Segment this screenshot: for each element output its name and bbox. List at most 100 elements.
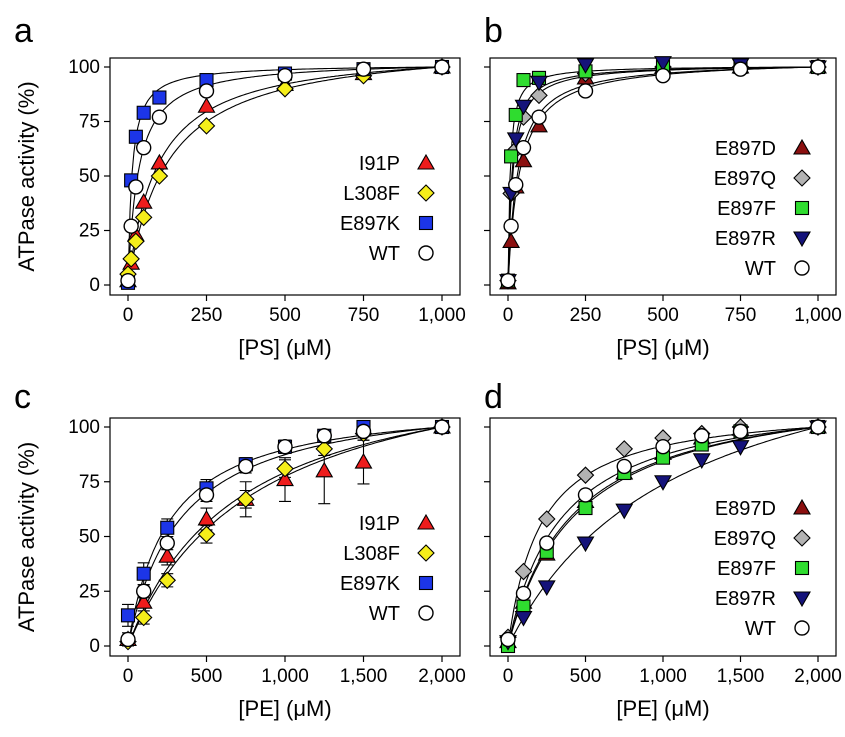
legend-marker-e897q (793, 169, 811, 187)
y-tick-label: 100 (68, 57, 100, 78)
chart-panel-a: 0 250 500 750 1,000 0 25 50 75 100 [PS] (μM) ATPase… (14, 57, 466, 360)
legend-label-wt: WT (369, 243, 400, 265)
data-point-i91p (197, 97, 216, 113)
y-tick-label: 50 (79, 166, 100, 187)
x-tick-label: 500 (570, 666, 602, 687)
y-tick-label: 25 (79, 581, 100, 602)
data-point-e897d (530, 116, 548, 133)
legend-marker-e897d (793, 498, 811, 515)
data-point-e897r (514, 99, 533, 116)
fit-curve (127, 426, 443, 647)
data-point-i91p (315, 461, 334, 478)
data-point-wt (503, 218, 519, 234)
data-point-wt (732, 423, 749, 440)
x-tick-label: 1,000 (794, 305, 842, 326)
x-tick-label: 250 (191, 305, 223, 326)
legend-marker-i91p (417, 153, 435, 170)
x-tick-label: 0 (503, 666, 514, 687)
data-point-wt (198, 487, 215, 503)
x-axis-label: [PS] (μM) (238, 335, 331, 360)
data-point-e897f (578, 500, 593, 516)
data-point-i91p (276, 470, 294, 487)
data-point-e897q (530, 86, 548, 105)
y-axis-label: ATPase activity (%) (14, 81, 39, 271)
data-point-l308f (158, 571, 177, 590)
chart-panel-d: 0 500 1,000 1,500 2,000 [PE] (μM) E897D E897Q E8… (484, 417, 842, 721)
y-axis-label: ATPase activity (%) (14, 442, 39, 632)
data-point-wt (316, 428, 332, 444)
legend-label-wt: WT (745, 258, 776, 280)
data-point-e897k (136, 105, 151, 120)
x-tick-label: 0 (123, 305, 134, 326)
data-point-e897q (514, 562, 533, 581)
data-point-l308f (134, 208, 153, 227)
data-point-wt (810, 59, 826, 75)
data-point-wt (577, 83, 594, 99)
y-tick-label: 100 (68, 417, 100, 438)
legend-marker-e897f (794, 560, 810, 576)
legend-label-l308f: L308F (343, 543, 400, 565)
legend-marker-l308f (417, 544, 435, 562)
data-point-wt (577, 487, 594, 503)
data-point-wt (515, 585, 532, 602)
legend-label-e897d: E897D (715, 138, 776, 160)
y-tick-label: 75 (79, 112, 100, 133)
x-tick-label: 0 (503, 305, 514, 326)
legend-marker-wt (794, 260, 810, 276)
data-point-e897k (120, 608, 136, 623)
legend-label-e897q: E897Q (714, 168, 776, 190)
data-point-l308f (134, 608, 153, 627)
data-point-e897d (514, 151, 533, 168)
legend-label-e897k: E897K (340, 573, 401, 595)
data-point-wt (616, 458, 632, 475)
legend-marker-e897r (793, 591, 811, 608)
legend-label-e897f: E897F (717, 558, 776, 580)
data-point-e897r (654, 475, 672, 491)
data-point-wt (159, 535, 175, 551)
data-point-e897r (530, 75, 548, 92)
data-point-e897q (576, 466, 595, 484)
legend-marker-e897d (793, 138, 811, 155)
x-axis-label: [PS] (μM) (616, 335, 709, 360)
data-point-i91p (150, 153, 169, 170)
legend-label-e897r: E897R (715, 228, 776, 250)
data-point-wt (151, 109, 168, 125)
legend-label-wt: WT (369, 603, 400, 625)
data-point-i91p (134, 193, 153, 209)
legend-label-i91p: I91P (359, 153, 400, 175)
data-point-wt (810, 419, 826, 435)
data-point-e897k (128, 129, 143, 144)
x-tick-label: 500 (191, 666, 223, 687)
panel-label-c: c (14, 378, 31, 416)
legend-marker-e897f (794, 200, 810, 216)
legend-label-l308f: L308F (343, 183, 400, 205)
data-point-wt (120, 631, 136, 648)
legend-marker-wt (794, 620, 810, 636)
x-axis-label: [PE] (μM) (616, 696, 709, 721)
x-tick-label: 250 (570, 305, 602, 326)
x-tick-label: 2,000 (794, 666, 842, 687)
data-point-wt (732, 61, 749, 77)
data-point-i91p (158, 547, 177, 563)
data-point-e897f (508, 107, 523, 123)
data-point-wt (655, 439, 671, 455)
legend-marker-wt (418, 605, 434, 621)
data-point-e897q (537, 510, 556, 528)
data-point-i91p (197, 509, 216, 526)
x-axis-label: [PE] (μM) (238, 696, 331, 721)
data-point-e897r (615, 503, 634, 520)
y-tick-label: 0 (89, 275, 100, 296)
legend-marker-e897q (793, 529, 811, 547)
legend-marker-l308f (417, 184, 435, 202)
data-point-e897k (160, 520, 175, 535)
data-point-wt (277, 439, 293, 455)
legend-label-e897f: E897F (717, 198, 776, 220)
y-tick-label: 75 (79, 472, 100, 493)
data-point-e897f (516, 73, 531, 88)
y-tick-label: 50 (79, 527, 100, 548)
data-point-wt (277, 68, 293, 84)
data-point-wt (355, 61, 372, 77)
data-point-wt (238, 458, 254, 475)
data-point-wt (198, 83, 215, 99)
data-point-l308f (122, 250, 140, 268)
